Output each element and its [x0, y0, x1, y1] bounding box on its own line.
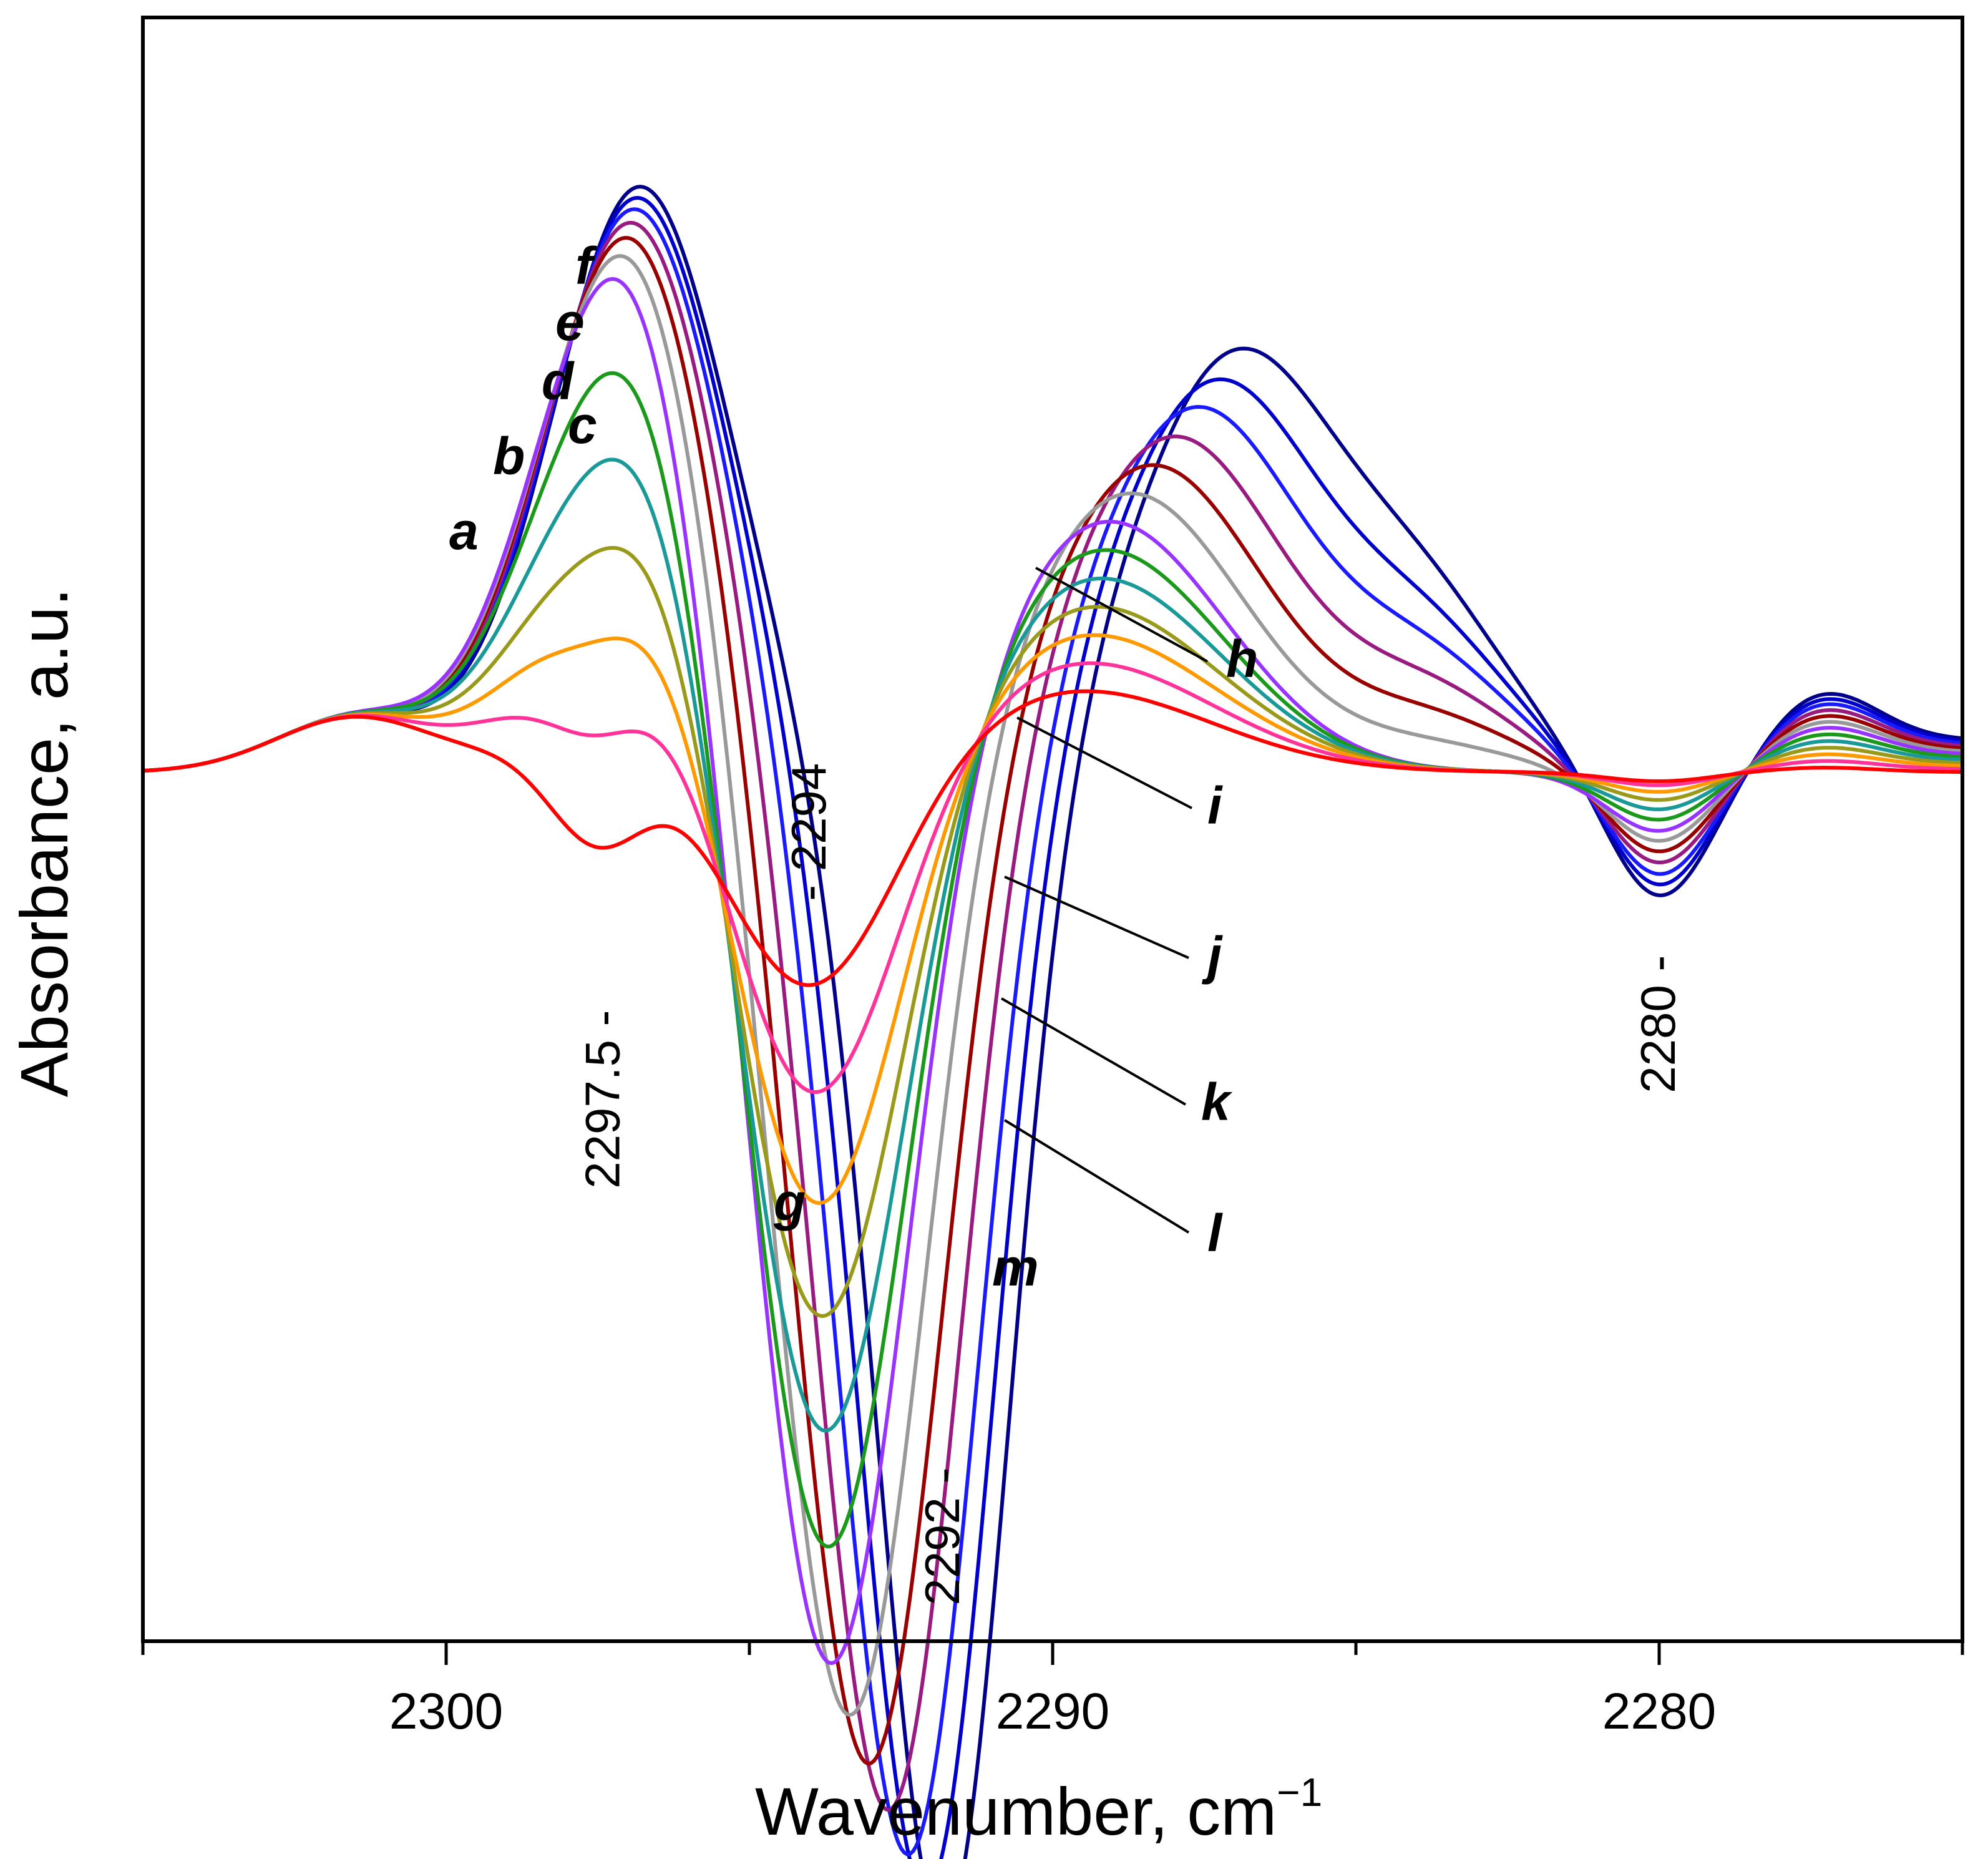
series-line-l: [142, 196, 1963, 1859]
x-axis-title: Wavenumber, cm−1: [755, 1770, 1322, 1849]
series-line-e: [142, 457, 1963, 1433]
x-tick-label: 2280: [1602, 1683, 1716, 1740]
series-line-g: [142, 277, 1963, 1666]
series-line-i: [142, 236, 1963, 1765]
series-label-a: a: [449, 502, 479, 560]
series-line-k: [142, 207, 1963, 1857]
leader-line-l: [1003, 1119, 1190, 1234]
y-axis-title: Absorbance, a.u.: [6, 588, 82, 1098]
x-axis-title-superscript: −1: [1277, 1770, 1322, 1815]
leader-line-h: [1035, 567, 1208, 663]
x-tick-label: 2300: [389, 1683, 503, 1740]
series-label-h: h: [1226, 630, 1258, 688]
peak-annotation-2294: - 2294: [781, 763, 836, 901]
leader-line-i: [1016, 716, 1192, 809]
leader-line-j: [1004, 876, 1189, 959]
series-label-j: j: [1201, 926, 1223, 985]
series-line-c: [142, 633, 1963, 1205]
series-line-a: [142, 689, 1962, 987]
series-label-g: g: [773, 1173, 806, 1231]
series-label-m: m: [992, 1238, 1039, 1297]
series-label-k: k: [1201, 1073, 1233, 1131]
peak-annotation-2280: 2280 -: [1630, 955, 1685, 1093]
peak-annotations: 2297.5 - - 2294 2292 - 2280 -: [575, 763, 1685, 1606]
x-tick-label: 2290: [996, 1683, 1109, 1740]
series-line-h: [142, 254, 1963, 1717]
series-label-e: e: [555, 293, 585, 351]
series-label-c: c: [568, 396, 597, 454]
series-line-m: [142, 185, 1963, 1859]
label-leader-lines: [1001, 567, 1208, 1234]
peak-annotation-2292: 2292 -: [915, 1468, 970, 1606]
series-line-d: [142, 545, 1963, 1318]
spectrum-series-group: [142, 185, 1963, 1859]
series-line-b: [142, 661, 1962, 1094]
peak-annotation-2297.5: 2297.5 -: [575, 1010, 630, 1189]
series-label-l: l: [1207, 1204, 1223, 1262]
series-label-b: b: [493, 427, 525, 485]
leader-line-k: [1001, 997, 1186, 1106]
series-line-j: [142, 220, 1963, 1812]
series-label-d: d: [542, 352, 575, 411]
series-label-i: i: [1207, 776, 1223, 835]
x-axis-ticks: 2300 2290 2280: [141, 1641, 1964, 1740]
